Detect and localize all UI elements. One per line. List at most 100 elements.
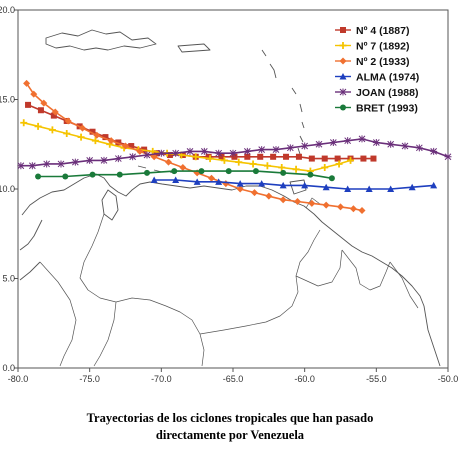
data-point bbox=[136, 147, 144, 155]
data-point bbox=[244, 153, 251, 160]
data-point bbox=[107, 137, 115, 145]
data-point bbox=[321, 164, 329, 172]
x-tick-label: -65.0 bbox=[223, 374, 244, 384]
data-point bbox=[236, 185, 244, 193]
data-point bbox=[218, 153, 225, 160]
data-point bbox=[251, 189, 258, 197]
data-point bbox=[93, 131, 101, 139]
data-point bbox=[100, 156, 108, 164]
y-tick-label: 0.0 bbox=[2, 363, 15, 373]
data-point bbox=[205, 153, 212, 160]
x-tick-label: -80.0 bbox=[8, 374, 29, 384]
data-point bbox=[387, 140, 395, 148]
y-tick-label: 15.0 bbox=[0, 95, 15, 105]
caption-line-1: Trayectorias de los ciclones tropicales … bbox=[86, 411, 374, 425]
data-point bbox=[208, 174, 215, 182]
series-2 bbox=[23, 79, 366, 214]
data-point bbox=[71, 158, 79, 166]
data-point bbox=[329, 138, 337, 146]
data-point bbox=[360, 155, 367, 162]
data-point bbox=[258, 146, 266, 154]
data-point bbox=[43, 160, 51, 168]
data-point bbox=[200, 147, 208, 155]
data-point bbox=[280, 169, 287, 176]
data-point bbox=[270, 153, 277, 160]
data-point bbox=[387, 185, 395, 192]
data-point bbox=[64, 117, 72, 125]
data-point bbox=[171, 168, 178, 175]
puerto-rico-outline bbox=[177, 43, 211, 53]
data-point bbox=[263, 162, 271, 170]
x-tick-label: -75.0 bbox=[79, 374, 100, 384]
data-point bbox=[129, 153, 137, 161]
data-point bbox=[337, 203, 344, 211]
data-point bbox=[50, 112, 57, 119]
legend-label: ALMA (1974) bbox=[356, 72, 419, 84]
data-point bbox=[165, 158, 172, 166]
caption-line-2: directamente por Venezuela bbox=[155, 428, 305, 442]
lake-maracaibo bbox=[101, 189, 119, 221]
data-point bbox=[17, 162, 25, 170]
data-point bbox=[102, 134, 109, 141]
data-point bbox=[294, 198, 301, 206]
data-point bbox=[215, 149, 223, 157]
legend-marker bbox=[339, 88, 347, 96]
data-point bbox=[166, 151, 173, 158]
data-point bbox=[286, 144, 294, 152]
data-point bbox=[444, 153, 452, 161]
series-3 bbox=[150, 176, 438, 192]
data-point bbox=[279, 181, 287, 189]
data-point bbox=[48, 126, 56, 134]
data-point bbox=[115, 139, 122, 146]
data-point bbox=[430, 181, 438, 189]
legend-marker bbox=[339, 73, 347, 80]
series-1 bbox=[20, 119, 355, 175]
data-point bbox=[79, 124, 86, 132]
data-point bbox=[278, 164, 286, 172]
data-point bbox=[20, 119, 28, 127]
data-point bbox=[408, 183, 416, 191]
data-point bbox=[30, 90, 38, 98]
data-point bbox=[150, 176, 158, 184]
data-point bbox=[198, 168, 205, 175]
data-point bbox=[252, 168, 259, 175]
lesser-antilles-outline bbox=[261, 49, 305, 155]
legend-label: BRET (1993) bbox=[356, 103, 418, 115]
chart-legend: Nº 4 (1887) Nº 7 (1892) Nº 2 (1933) ALMA (1… bbox=[335, 25, 419, 115]
data-point bbox=[257, 153, 264, 160]
data-point bbox=[292, 165, 300, 173]
cyclone-track-chart: -80.0 -75.0 -70.0 -65.0 -60.0 -55.0 -50.0 0.0 5.… bbox=[0, 5, 458, 384]
data-point bbox=[430, 147, 438, 155]
series-5 bbox=[35, 168, 335, 182]
data-point bbox=[307, 171, 314, 178]
data-point bbox=[335, 160, 343, 168]
data-point bbox=[236, 180, 244, 187]
legend-marker bbox=[340, 104, 346, 111]
data-point bbox=[193, 178, 201, 185]
data-point bbox=[144, 169, 150, 176]
data-point bbox=[301, 181, 309, 189]
series-line bbox=[38, 170, 333, 180]
data-point bbox=[322, 183, 330, 191]
data-point bbox=[35, 173, 42, 180]
y-tick-label: 5.0 bbox=[2, 274, 15, 284]
data-point bbox=[322, 201, 330, 209]
y-tick-label: 20.0 bbox=[0, 5, 15, 15]
data-point bbox=[206, 155, 214, 163]
data-point bbox=[143, 151, 151, 159]
legend-label: Nº 2 (1933) bbox=[356, 56, 409, 68]
data-point bbox=[215, 178, 223, 185]
data-point bbox=[358, 135, 366, 143]
data-point bbox=[179, 164, 187, 172]
legend-label: Nº 7 (1892) bbox=[356, 41, 409, 53]
data-point bbox=[122, 142, 129, 150]
data-point bbox=[225, 168, 232, 175]
data-point bbox=[172, 176, 180, 184]
series-layer bbox=[17, 79, 452, 214]
data-point bbox=[229, 149, 237, 157]
central-america-coast bbox=[19, 219, 43, 281]
data-point bbox=[25, 101, 32, 108]
data-point bbox=[344, 137, 352, 145]
data-point bbox=[347, 156, 355, 164]
data-point bbox=[57, 160, 65, 168]
